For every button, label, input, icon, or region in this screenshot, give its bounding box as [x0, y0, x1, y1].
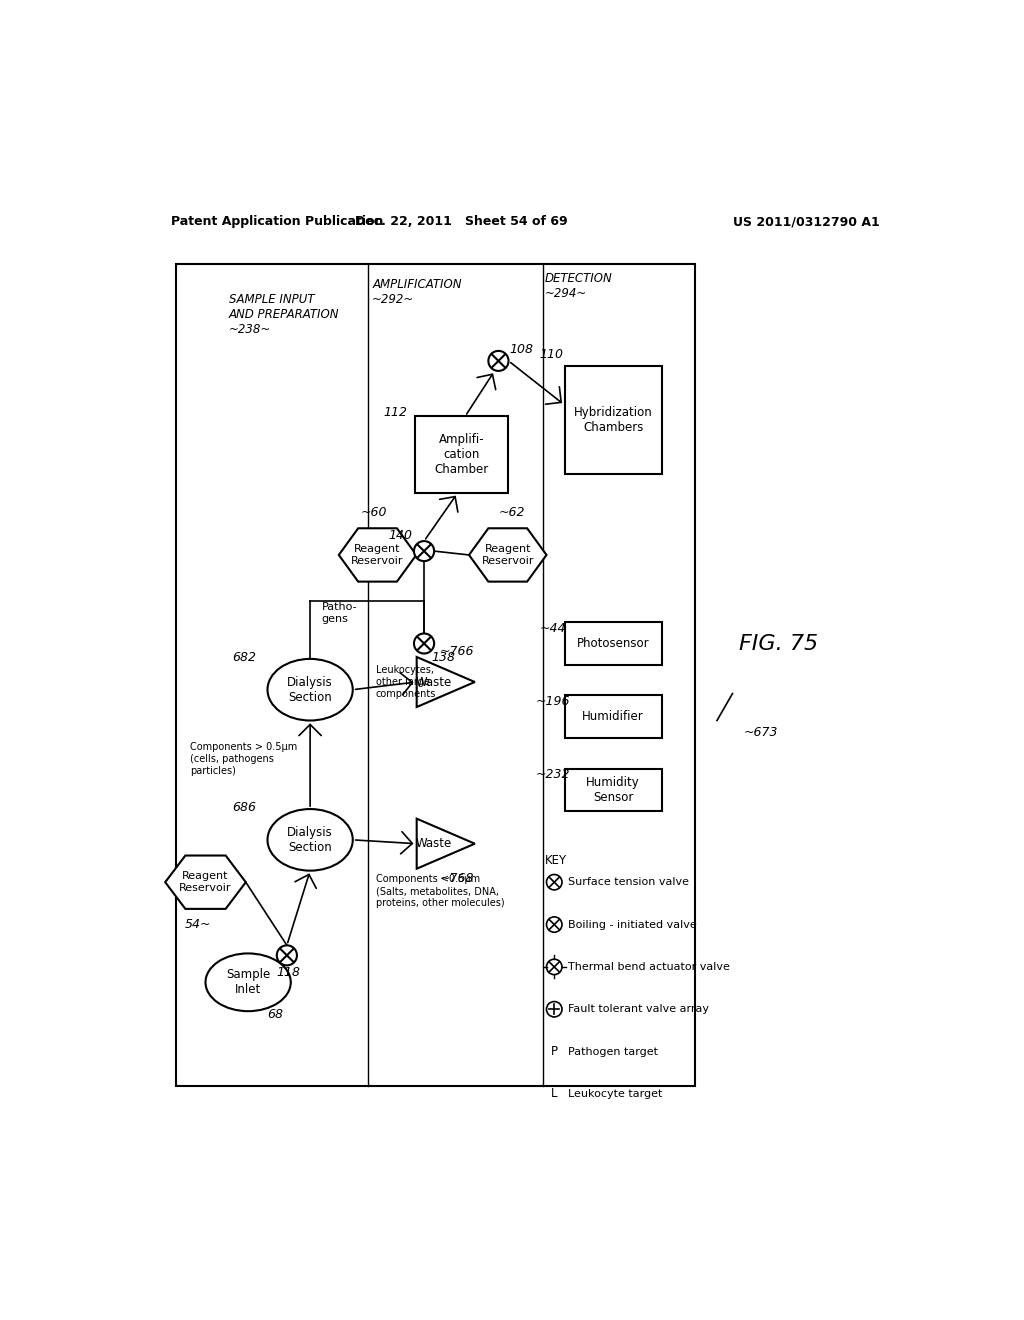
- Text: 112: 112: [383, 407, 408, 418]
- Text: KEY: KEY: [545, 854, 567, 867]
- Text: Fault tolerant valve array: Fault tolerant valve array: [568, 1005, 710, 1014]
- Polygon shape: [165, 855, 246, 909]
- Text: Reagent
Reservoir: Reagent Reservoir: [351, 544, 403, 566]
- Bar: [564, 696, 662, 738]
- Ellipse shape: [267, 659, 352, 721]
- Text: 138: 138: [431, 651, 456, 664]
- Text: ~60: ~60: [360, 506, 387, 519]
- Text: 140: 140: [389, 529, 413, 543]
- Text: Waste: Waste: [416, 837, 453, 850]
- Text: FIG. 75: FIG. 75: [739, 634, 818, 653]
- Text: ~673: ~673: [744, 726, 778, 739]
- Bar: [176, 264, 695, 1086]
- Text: Hybridization
Chambers: Hybridization Chambers: [573, 407, 652, 434]
- Text: SAMPLE INPUT
AND PREPARATION
~238~: SAMPLE INPUT AND PREPARATION ~238~: [228, 293, 339, 337]
- Text: Photosensor: Photosensor: [577, 638, 649, 649]
- Text: ~766: ~766: [440, 644, 475, 657]
- Text: 108: 108: [510, 343, 534, 356]
- Text: Humidity
Sensor: Humidity Sensor: [587, 776, 640, 804]
- Text: Leukocytes,
other large
components: Leukocytes, other large components: [376, 665, 436, 698]
- Text: Surface tension valve: Surface tension valve: [568, 878, 689, 887]
- Text: Waste: Waste: [416, 676, 453, 689]
- Text: 682: 682: [232, 651, 256, 664]
- Text: Pathogen target: Pathogen target: [568, 1047, 658, 1056]
- Text: 68: 68: [267, 1008, 284, 1022]
- Polygon shape: [469, 528, 547, 582]
- Circle shape: [414, 541, 434, 561]
- Text: ~768: ~768: [440, 871, 475, 884]
- Circle shape: [488, 351, 509, 371]
- Text: Components <0.5μm
(Salts, metabolites, DNA,
proteins, other molecules): Components <0.5μm (Salts, metabolites, D…: [376, 875, 505, 908]
- Text: ~62: ~62: [499, 506, 525, 519]
- Text: Components > 0.5μm
(cells, pathogens
particles): Components > 0.5μm (cells, pathogens par…: [190, 742, 297, 776]
- Bar: [564, 367, 662, 474]
- Ellipse shape: [206, 953, 291, 1011]
- Polygon shape: [417, 818, 475, 869]
- Text: 54~: 54~: [184, 917, 211, 931]
- Ellipse shape: [267, 809, 352, 871]
- Circle shape: [414, 634, 434, 653]
- Text: ~232: ~232: [536, 768, 570, 781]
- Text: Dialysis
Section: Dialysis Section: [288, 676, 333, 704]
- Text: AMPLIFICATION
~292~: AMPLIFICATION ~292~: [372, 277, 462, 306]
- Text: 110: 110: [540, 348, 563, 362]
- Text: 118: 118: [276, 966, 300, 979]
- Polygon shape: [339, 528, 417, 582]
- Text: Leukocyte target: Leukocyte target: [568, 1089, 663, 1100]
- Text: Amplifi-
cation
Chamber: Amplifi- cation Chamber: [434, 433, 488, 477]
- Text: Patho-
gens: Patho- gens: [322, 602, 357, 623]
- Text: Boiling - initiated valve: Boiling - initiated valve: [568, 920, 697, 929]
- Text: Patent Application Publication: Patent Application Publication: [171, 215, 383, 228]
- Circle shape: [547, 1002, 562, 1016]
- Text: Thermal bend actuator valve: Thermal bend actuator valve: [568, 962, 730, 972]
- Bar: [564, 768, 662, 810]
- Text: Humidifier: Humidifier: [583, 710, 644, 723]
- Text: Sample
Inlet: Sample Inlet: [226, 969, 270, 997]
- Text: ~44: ~44: [540, 622, 566, 635]
- Text: ~196: ~196: [536, 694, 570, 708]
- Text: P: P: [551, 1045, 558, 1059]
- Text: Dialysis
Section: Dialysis Section: [288, 826, 333, 854]
- Text: Reagent
Reservoir: Reagent Reservoir: [179, 871, 231, 894]
- Circle shape: [547, 874, 562, 890]
- Circle shape: [547, 960, 562, 974]
- Bar: [415, 416, 508, 494]
- Text: Dec. 22, 2011   Sheet 54 of 69: Dec. 22, 2011 Sheet 54 of 69: [355, 215, 567, 228]
- Circle shape: [547, 917, 562, 932]
- Text: DETECTION
~294~: DETECTION ~294~: [545, 272, 612, 301]
- Text: Reagent
Reservoir: Reagent Reservoir: [481, 544, 534, 566]
- Text: L: L: [551, 1088, 557, 1101]
- Polygon shape: [417, 657, 475, 708]
- Circle shape: [276, 945, 297, 965]
- Bar: [564, 622, 662, 665]
- Text: 686: 686: [232, 801, 256, 814]
- Text: US 2011/0312790 A1: US 2011/0312790 A1: [733, 215, 880, 228]
